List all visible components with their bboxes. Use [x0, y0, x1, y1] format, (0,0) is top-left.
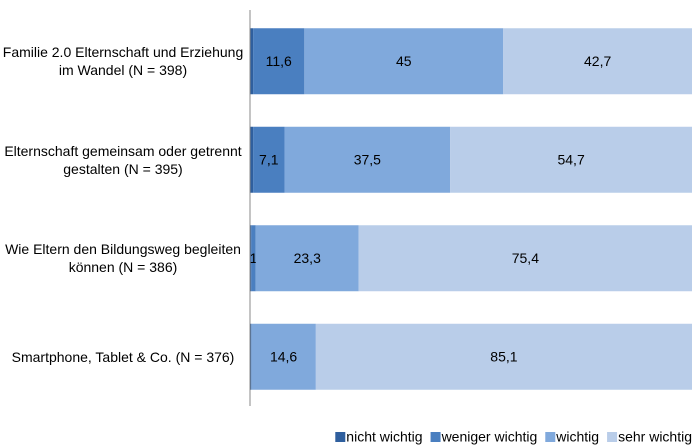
- legend-label: wichtig: [555, 429, 599, 445]
- legend-label: nicht wichtig: [346, 429, 422, 445]
- value-label: 37,5: [354, 151, 381, 167]
- bar-segment: [253, 28, 305, 95]
- value-label: 85,1: [490, 348, 517, 364]
- bar-segment: [251, 323, 316, 390]
- value-label: 1: [250, 250, 258, 266]
- category-label: Wie Eltern den Bildungsweg begleiten kön…: [5, 241, 241, 276]
- category-label-box: Wie Eltern den Bildungsweg begleiten kön…: [5, 241, 241, 276]
- category-label: Smartphone, Tablet & Co. (N = 376): [11, 348, 235, 365]
- value-label: 54,7: [557, 151, 584, 167]
- bar-segment: [250, 126, 254, 193]
- value-label: 42,7: [584, 53, 611, 69]
- bar-segment: [255, 225, 359, 292]
- category-label-box: Familie 2.0 Elternschaft und Erziehung i…: [2, 44, 244, 79]
- category-label-box: Smartphone, Tablet & Co. (N = 376): [11, 348, 235, 365]
- value-label: 23,3: [294, 250, 321, 266]
- bar-segment: [253, 126, 285, 193]
- legend-swatch: [335, 432, 346, 442]
- legend-label: weniger wichtig: [441, 429, 538, 445]
- bar-segment: [358, 225, 692, 292]
- bar-segment: [450, 126, 692, 193]
- bar-segment: [250, 225, 252, 292]
- bar-segment: [250, 323, 252, 390]
- value-label: 11,6: [266, 53, 292, 69]
- value-label: 7,1: [259, 151, 279, 167]
- legend-swatch: [430, 432, 441, 442]
- bar-segment: [304, 28, 504, 95]
- category-label: Familie 2.0 Elternschaft und Erziehung i…: [2, 44, 244, 79]
- bar-segment: [315, 323, 692, 390]
- category-label-box: Elternschaft gemeinsam oder getrennt ges…: [4, 142, 242, 177]
- bar-segment: [251, 225, 256, 292]
- bar-segment: [250, 28, 254, 95]
- legend-swatch: [607, 432, 618, 442]
- legend: nicht wichtig weniger wichtig wichtig sehr …: [335, 429, 692, 445]
- legend-label: sehr wichtig: [618, 429, 692, 445]
- value-label: 45: [396, 53, 412, 69]
- category-label: Elternschaft gemeinsam oder getrennt ges…: [4, 142, 242, 177]
- bar-segment: [503, 28, 692, 95]
- legend-swatch: [545, 432, 556, 442]
- value-label: 75,4: [512, 250, 539, 266]
- bar-segment: [284, 126, 451, 193]
- value-label: 14,6: [270, 348, 297, 364]
